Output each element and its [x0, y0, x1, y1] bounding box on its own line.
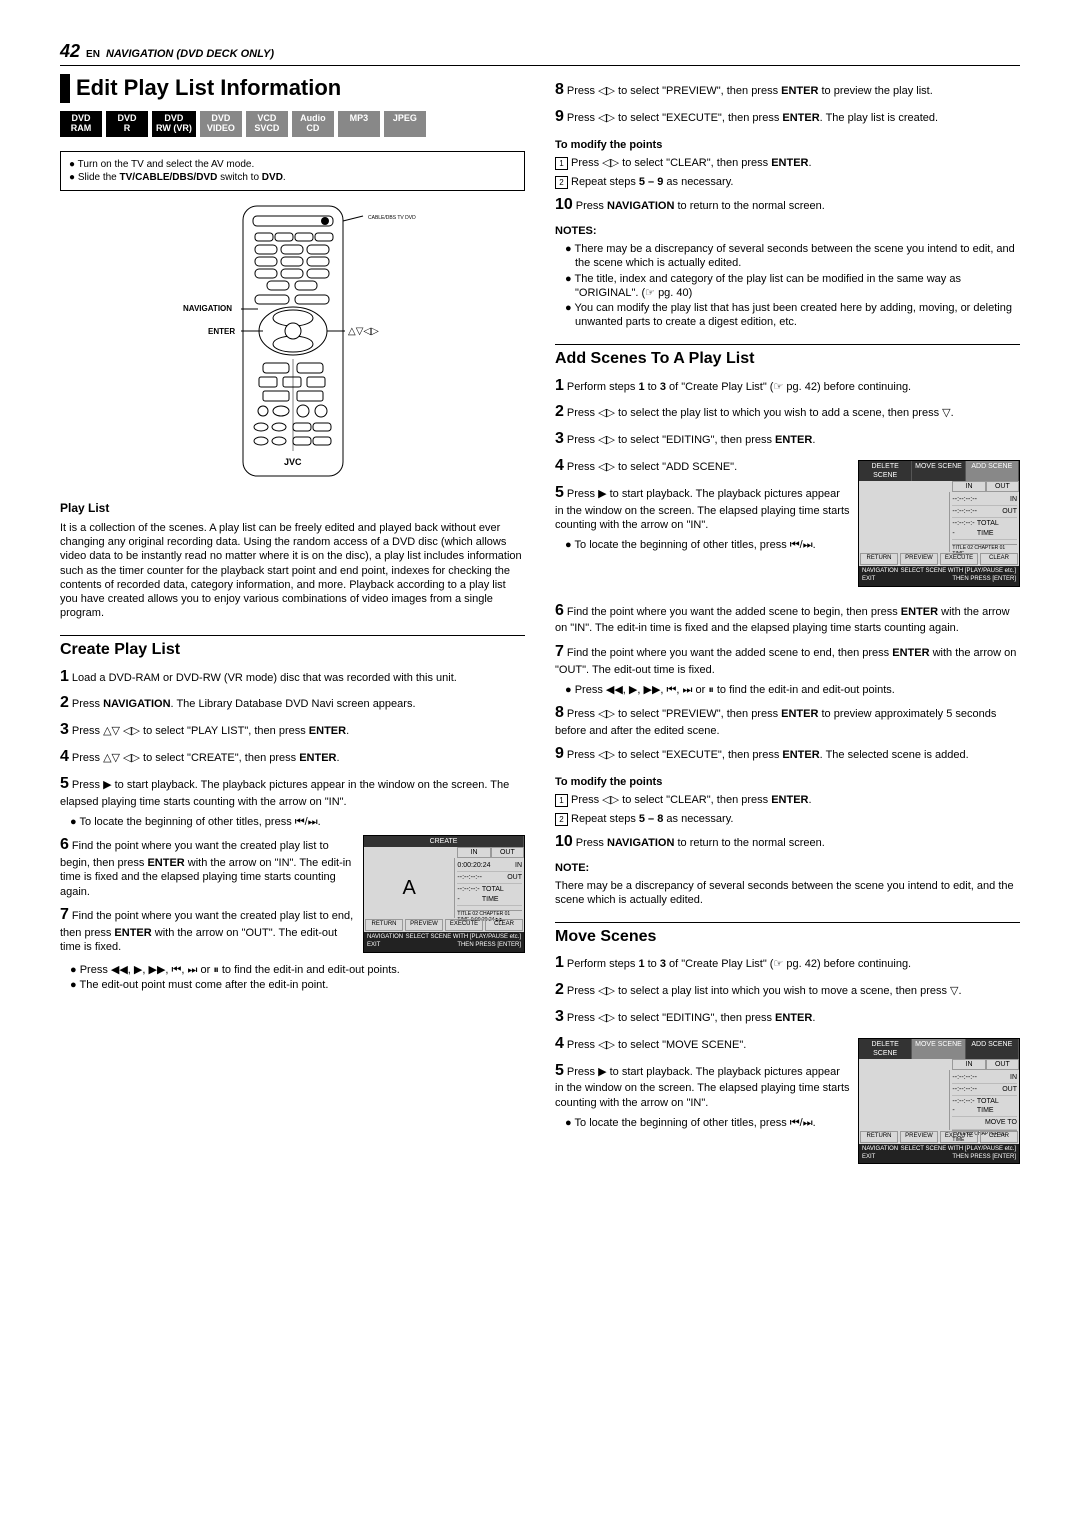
page-section-title: NAVIGATION (DVD DECK ONLY) — [106, 47, 274, 61]
svg-text:△▽◁▷: △▽◁▷ — [348, 326, 379, 337]
add-step-2: 2Press ◁▷ to select the play list to whi… — [555, 402, 1020, 423]
move-step-1: 1Perform steps 1 to 3 of "Create Play Li… — [555, 953, 1020, 974]
create-step-10: 10Press NAVIGATION to return to the norm… — [555, 195, 1020, 216]
create-step-9: 9Press ◁▷ to select "EXECUTE", then pres… — [555, 107, 1020, 128]
create-heading: Create Play List — [60, 635, 525, 661]
add-step-3: 3Press ◁▷ to select "EDITING", then pres… — [555, 429, 1020, 450]
osd-preview-a: A — [364, 858, 455, 918]
setup-line-2: Slide the TV/CABLE/DBS/DVD switch to DVD… — [69, 171, 516, 184]
playlist-heading: Play List — [60, 501, 525, 517]
modify-step-2: 2Repeat steps 5 – 9 as necessary. — [555, 175, 1020, 189]
title-accent — [60, 74, 70, 103]
add-modify-1: 1Press ◁▷ to select "CLEAR", then press … — [555, 793, 1020, 807]
remote-diagram: CABLE/DBS TV DVD NAVIGATION ENTER △▽◁▷ — [60, 201, 525, 485]
setup-line-1: Turn on the TV and select the AV mode. — [69, 158, 516, 171]
right-column: 8Press ◁▷ to select "PREVIEW", then pres… — [555, 74, 1020, 1172]
note-2: The title, index and category of the pla… — [565, 272, 1020, 301]
page-number: 42 — [60, 40, 80, 63]
move-step-2: 2Press ◁▷ to select a play list into whi… — [555, 980, 1020, 1001]
page-en: EN — [86, 48, 100, 61]
create-step-2: 2Press NAVIGATION. The Library Database … — [60, 693, 525, 714]
add-step-6: 6Find the point where you want the added… — [555, 601, 1020, 636]
move-heading: Move Scenes — [555, 922, 1020, 948]
badge-dvd-ram: DVDRAM — [60, 111, 102, 137]
format-badges: DVDRAM DVDR DVDRW (VR) DVDVIDEO VCDSVCD … — [60, 111, 525, 137]
create-step-5-note: To locate the beginning of other titles,… — [70, 815, 525, 829]
playlist-body: It is a collection of the scenes. A play… — [60, 521, 525, 621]
modify-points-head: To modify the points — [555, 138, 1020, 152]
svg-text:JVC: JVC — [284, 457, 302, 467]
osd-move: DELETE SCENEMOVE SCENEADD SCENE INOUT --… — [858, 1038, 1020, 1165]
title-bar: Edit Play List Information — [60, 74, 525, 103]
page-header: 42 EN NAVIGATION (DVD DECK ONLY) — [60, 40, 1020, 66]
add-note-head: NOTE: — [555, 861, 1020, 875]
modify-step-1: 1Press ◁▷ to select "CLEAR", then press … — [555, 156, 1020, 170]
add-step-7: 7Find the point where you want the added… — [555, 642, 1020, 677]
badge-dvd-r: DVDR — [106, 111, 148, 137]
create-step-3: 3Press △▽ ◁▷ to select "PLAY LIST", then… — [60, 720, 525, 741]
main-title: Edit Play List Information — [76, 74, 341, 103]
add-step-10: 10Press NAVIGATION to return to the norm… — [555, 832, 1020, 853]
svg-text:NAVIGATION: NAVIGATION — [183, 304, 232, 313]
osd-add: DELETE SCENEMOVE SCENEADD SCENE INOUT --… — [858, 460, 1020, 587]
note-3: You can modify the play list that has ju… — [565, 301, 1020, 330]
osd-create: CREATE INOUT A 0:00:20:24IN --:--:--:--O… — [363, 835, 525, 953]
remote-icon: CABLE/DBS TV DVD NAVIGATION ENTER △▽◁▷ — [163, 201, 423, 481]
add-step-9: 9Press ◁▷ to select "EXECUTE", then pres… — [555, 744, 1020, 765]
create-step-7-note2: The edit-out point must come after the e… — [70, 978, 525, 992]
add-modify-head: To modify the points — [555, 775, 1020, 789]
create-step-8: 8Press ◁▷ to select "PREVIEW", then pres… — [555, 80, 1020, 101]
add-step-1: 1Perform steps 1 to 3 of "Create Play Li… — [555, 376, 1020, 397]
note-1: There may be a discrepancy of several se… — [565, 242, 1020, 271]
badge-audio-cd: AudioCD — [292, 111, 334, 137]
svg-text:CABLE/DBS TV DVD: CABLE/DBS TV DVD — [368, 215, 416, 221]
add-step-7-note: Press ◀◀, ▶, ▶▶, ⏮, ⏭ or ⏸ to find the e… — [565, 683, 1020, 697]
badge-jpeg: JPEG — [384, 111, 426, 137]
add-heading: Add Scenes To A Play List — [555, 344, 1020, 370]
svg-text:ENTER: ENTER — [208, 327, 235, 336]
notes-head: NOTES: — [555, 224, 1020, 238]
badge-vcd-svcd: VCDSVCD — [246, 111, 288, 137]
create-step-7-note1: Press ◀◀, ▶, ▶▶, ⏮, ⏭ or ⏸ to find the e… — [70, 963, 525, 977]
setup-box: Turn on the TV and select the AV mode. S… — [60, 151, 525, 191]
add-step-8: 8Press ◁▷ to select "PREVIEW", then pres… — [555, 703, 1020, 738]
move-step-3: 3Press ◁▷ to select "EDITING", then pres… — [555, 1007, 1020, 1028]
add-modify-2: 2Repeat steps 5 – 8 as necessary. — [555, 812, 1020, 826]
create-step-5: 5Press ▶ to start playback. The playback… — [60, 774, 525, 809]
add-note-body: There may be a discrepancy of several se… — [555, 879, 1020, 908]
create-step-4: 4Press △▽ ◁▷ to select "CREATE", then pr… — [60, 747, 525, 768]
badge-dvd-video: DVDVIDEO — [200, 111, 242, 137]
badge-mp3: MP3 — [338, 111, 380, 137]
left-column: Edit Play List Information DVDRAM DVDR D… — [60, 74, 525, 1172]
badge-dvd-rwvr: DVDRW (VR) — [152, 111, 196, 137]
create-step-1: 1Load a DVD-RAM or DVD-RW (VR mode) disc… — [60, 667, 525, 688]
